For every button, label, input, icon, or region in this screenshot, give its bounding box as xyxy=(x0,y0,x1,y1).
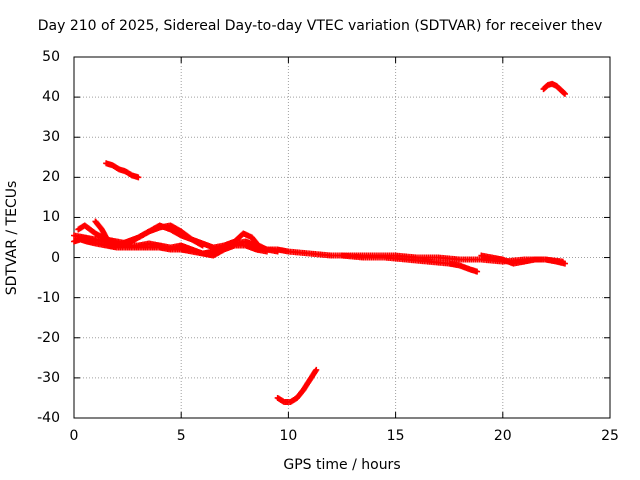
grid-lines xyxy=(74,57,610,418)
y-tick-label: -40 xyxy=(37,410,60,426)
y-tick-label: 20 xyxy=(42,169,60,186)
x-axis-label: GPS time / hours xyxy=(283,457,401,473)
data-point xyxy=(313,366,320,373)
y-tick-label: -30 xyxy=(37,369,60,386)
data-marks xyxy=(71,80,568,405)
x-tick-label: 5 xyxy=(176,428,186,444)
data-point xyxy=(561,90,568,97)
y-tick-label: -20 xyxy=(37,329,60,346)
series-arc-8 xyxy=(274,366,320,405)
y-tick-label: 50 xyxy=(42,49,60,65)
chart-title: Day 210 of 2025, Sidereal Day-to-day VTE… xyxy=(37,18,603,34)
y-tick-label: 40 xyxy=(42,89,60,106)
data-point xyxy=(274,248,281,255)
series-arc-5 xyxy=(339,252,481,275)
series-arc-9 xyxy=(540,80,568,97)
x-tick-label: 0 xyxy=(69,428,79,444)
series-arc-6 xyxy=(478,252,568,267)
plot-frame xyxy=(73,56,611,419)
y-tick-label: 30 xyxy=(42,129,60,146)
y-tick-label: 10 xyxy=(42,209,60,226)
y-tick-label: 0 xyxy=(51,249,60,266)
series-arc-7 xyxy=(103,160,142,181)
tick-marks xyxy=(73,56,611,419)
series-arc-4 xyxy=(92,218,281,255)
data-point xyxy=(135,174,142,181)
x-tick-label: 20 xyxy=(493,428,512,444)
x-tick-label: 10 xyxy=(279,428,298,444)
x-tick-label: 15 xyxy=(386,428,405,444)
data-point xyxy=(561,260,568,267)
x-tick-label: 25 xyxy=(601,428,619,444)
data-point xyxy=(474,268,481,275)
y-axis-label: SDTVAR / TECUs xyxy=(4,180,20,296)
y-tick-label: -10 xyxy=(37,289,60,306)
data-point xyxy=(561,90,568,97)
